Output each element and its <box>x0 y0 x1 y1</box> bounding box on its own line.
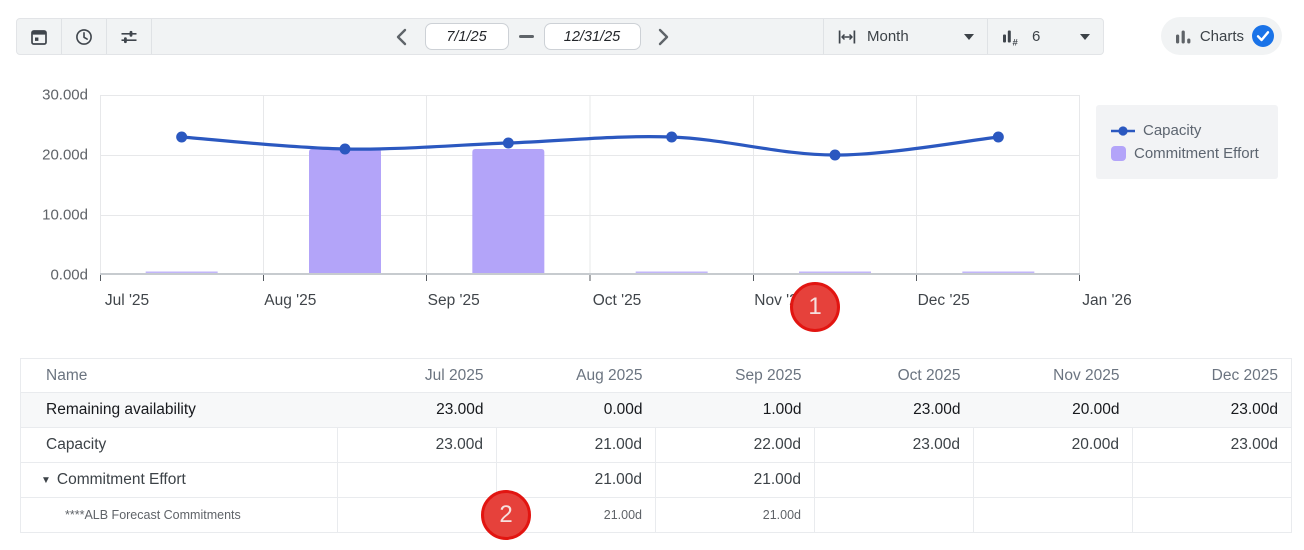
chart-legend: Capacity Commitment Effort <box>1096 105 1278 179</box>
chevron-down-icon <box>964 33 974 40</box>
legend-item-commitment-effort[interactable]: Commitment Effort <box>1111 142 1278 165</box>
value-cell: 0.00d <box>603 401 643 418</box>
calendar-icon <box>29 27 49 47</box>
line-marker-icon <box>1111 125 1135 136</box>
chevron-down-icon <box>1080 33 1090 40</box>
x-axis-label: Jan '26 <box>1082 292 1132 309</box>
calendar-view-button[interactable] <box>17 19 62 54</box>
tune-sliders-icon <box>119 27 139 47</box>
bar-chart-icon <box>1175 27 1192 45</box>
charts-toggle-label: Charts <box>1199 27 1244 45</box>
clock-icon <box>74 27 94 47</box>
annotation-badge-2: 2 <box>481 490 531 540</box>
value-cell <box>337 462 497 498</box>
collapse-caret-icon[interactable]: ▼ <box>41 475 51 486</box>
y-axis-label: 30.00d <box>42 86 88 104</box>
prev-period-button[interactable] <box>389 24 415 50</box>
availability-table: Name Jul 2025 Aug 2025 Sep 2025 Oct 2025 Nov … <box>20 358 1292 533</box>
bar-count-icon: # <box>1001 26 1022 47</box>
capacity-commitment-chart: 0.00d 10.00d 20.00d 30.00d Jul '25 Aug '25 Se… <box>0 80 1304 332</box>
svg-text:#: # <box>1013 38 1019 48</box>
charts-toggle[interactable]: Charts <box>1160 17 1282 55</box>
date-range-controls <box>152 19 823 54</box>
table-row-alb-forecast-commitments: ****ALB Forecast Commitments 21.00d 21.00d <box>20 497 1292 533</box>
x-axis-label: Sep '25 <box>427 292 480 309</box>
row-name-cell: Capacity <box>46 436 107 453</box>
bar-count-value: 6 <box>1032 28 1041 45</box>
column-header: Jul 2025 <box>424 366 484 384</box>
chevron-right-icon <box>658 28 669 45</box>
value-cell: 23.00d <box>337 427 497 463</box>
column-header: Nov 2025 <box>1053 366 1120 384</box>
bar-count-select[interactable]: # 6 <box>987 19 1103 54</box>
granularity-select[interactable]: Month <box>823 19 987 54</box>
bar-swatch-icon <box>1111 146 1126 161</box>
legend-label: Commitment Effort <box>1134 145 1259 162</box>
value-cell: 23.00d <box>436 401 484 418</box>
x-axis-label: Oct '25 <box>592 292 642 309</box>
legend-item-capacity[interactable]: Capacity <box>1111 119 1278 142</box>
table-header-row: Name Jul 2025 Aug 2025 Sep 2025 Oct 2025 Nov … <box>20 359 1292 393</box>
column-header: Dec 2025 <box>1211 366 1278 384</box>
column-header: Name <box>46 366 88 384</box>
end-date-input[interactable] <box>543 23 641 50</box>
date-range-separator <box>518 35 534 38</box>
value-cell <box>814 497 974 533</box>
legend-label: Capacity <box>1143 122 1202 139</box>
value-cell <box>814 462 974 498</box>
value-cell <box>1132 462 1292 498</box>
value-cell: 20.00d <box>1072 401 1120 418</box>
row-name-cell: ▼ Commitment Effort <box>41 471 186 488</box>
start-date-input[interactable] <box>424 23 509 50</box>
column-header: Sep 2025 <box>735 366 802 384</box>
table-row-commitment-effort: ▼ Commitment Effort 21.00d 21.00d <box>20 462 1292 498</box>
value-cell: 21.00d <box>496 427 656 463</box>
granularity-value: Month <box>867 28 909 45</box>
row-name-cell: Remaining availability <box>46 401 196 418</box>
column-header: Aug 2025 <box>576 366 643 384</box>
value-cell <box>973 462 1133 498</box>
value-cell <box>973 497 1133 533</box>
y-axis-label: 10.00d <box>42 206 88 224</box>
value-cell: 20.00d <box>973 427 1133 463</box>
x-axis-label: Jul '25 <box>104 292 150 309</box>
value-cell: 1.00d <box>762 401 802 418</box>
column-width-icon <box>837 27 857 47</box>
value-cell: 23.00d <box>1132 427 1292 463</box>
value-cell: 21.00d <box>655 497 815 533</box>
x-axis-label: Aug '25 <box>264 292 317 309</box>
table-row-remaining-availability: Remaining availability 23.00d 0.00d 1.00d 23… <box>20 392 1292 428</box>
filter-settings-button[interactable] <box>107 19 152 54</box>
checked-icon <box>1252 25 1274 47</box>
next-period-button[interactable] <box>651 24 677 50</box>
value-cell <box>337 497 497 533</box>
chart-plot <box>100 95 1080 283</box>
chevron-left-icon <box>396 28 407 45</box>
column-header: Oct 2025 <box>897 366 961 384</box>
value-cell: 21.00d <box>496 462 656 498</box>
table-row-capacity: Capacity 23.00d 21.00d 22.00d 23.00d 20.00d 23… <box>20 427 1292 463</box>
value-cell: 23.00d <box>814 427 974 463</box>
value-cell: 23.00d <box>913 401 961 418</box>
x-axis-label: Dec '25 <box>917 292 970 309</box>
annotation-badge-1: 1 <box>790 282 840 332</box>
value-cell <box>1132 497 1292 533</box>
y-axis-label: 20.00d <box>42 146 88 164</box>
value-cell: 22.00d <box>655 427 815 463</box>
row-name-cell: ****ALB Forecast Commitments <box>65 508 241 522</box>
value-cell: 21.00d <box>655 462 815 498</box>
toolbar: Month # 6 <box>16 18 1104 55</box>
value-cell: 23.00d <box>1230 401 1278 418</box>
time-view-button[interactable] <box>62 19 107 54</box>
y-axis-label: 0.00d <box>50 266 88 284</box>
